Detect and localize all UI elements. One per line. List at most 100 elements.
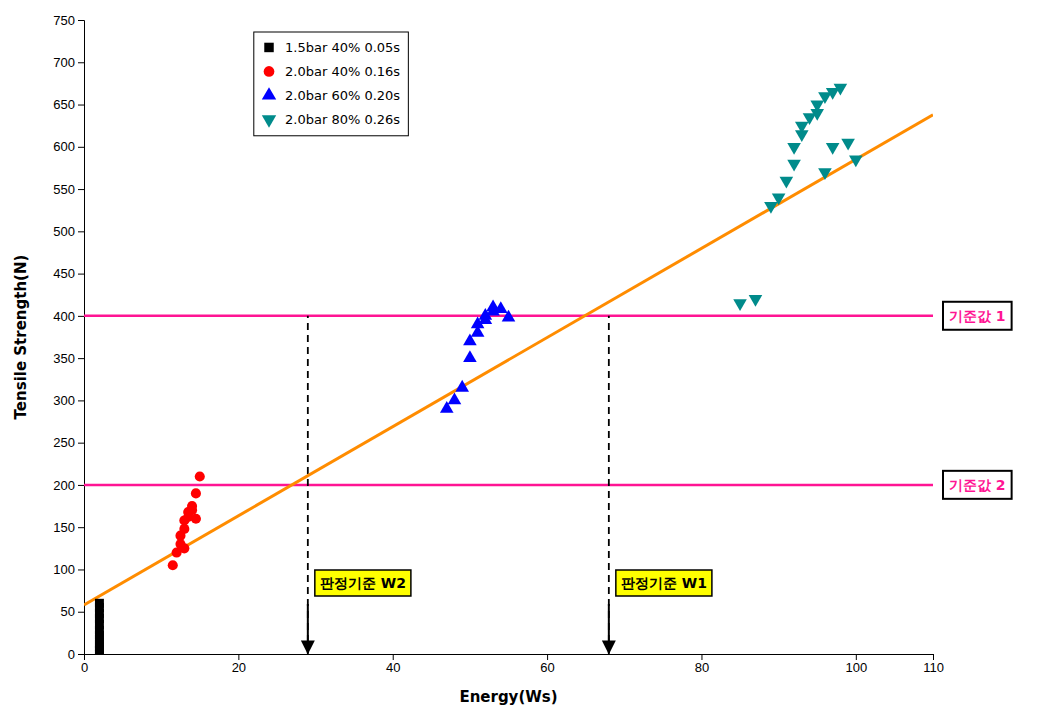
- annotations: 기준값 1기준값 2판정기준 W2판정기준 W1: [315, 302, 1012, 596]
- x-tick-mark: [701, 654, 702, 660]
- y-tick-mark: [78, 485, 84, 486]
- point: [826, 143, 840, 155]
- label-box: [616, 570, 712, 596]
- y-tick-mark: [78, 400, 84, 401]
- y-tick-mark: [78, 62, 84, 63]
- point: [179, 543, 189, 553]
- y-tick: 400: [53, 309, 84, 324]
- point: [810, 101, 824, 113]
- annotation-text: 판정기준 W2: [320, 575, 406, 591]
- legend-item: 2.0bar 80% 0.26s: [262, 112, 401, 128]
- y-tick-mark: [78, 20, 84, 21]
- label-box: [943, 302, 1012, 330]
- y-tick-label: 750: [53, 13, 75, 28]
- x-tick-label: 110: [923, 660, 944, 675]
- point: [733, 299, 747, 311]
- y-tick: 50: [61, 604, 84, 619]
- x-tick-label: 40: [386, 660, 400, 675]
- x-tick-mark: [547, 654, 548, 660]
- x-tick: 40: [386, 654, 400, 675]
- x-tick: 60: [540, 654, 554, 675]
- x-tick: 110: [923, 654, 944, 675]
- y-tick-label: 300: [53, 393, 75, 408]
- chart: 0204060801001100501001502002503003504004…: [0, 0, 1053, 716]
- y-tick: 150: [53, 520, 84, 535]
- y-tick-label: 50: [61, 604, 75, 619]
- y-tick: 750: [53, 13, 84, 28]
- y-tick-label: 450: [53, 266, 75, 281]
- annotation-label: 판정기준 W1: [616, 570, 712, 596]
- arrow: [608, 604, 610, 653]
- point: [818, 168, 832, 180]
- x-tick-mark: [238, 654, 239, 660]
- y-tick-label: 250: [53, 435, 75, 450]
- legend-symbol: [264, 66, 275, 77]
- point: [764, 202, 778, 214]
- reference-line: [84, 484, 933, 487]
- legend-symbol: [262, 87, 276, 99]
- x-axis: 020406080100110: [81, 654, 944, 675]
- y-tick-label: 100: [53, 562, 75, 577]
- points: [95, 84, 863, 654]
- y-tick-mark: [78, 105, 84, 106]
- reference-line: [608, 316, 610, 654]
- plot-area: [84, 84, 933, 654]
- point: [448, 393, 462, 405]
- series: [95, 599, 104, 654]
- y-tick: 500: [53, 224, 84, 239]
- y-tick-label: 150: [53, 520, 75, 535]
- point: [191, 514, 201, 524]
- point: [502, 310, 516, 322]
- point: [187, 501, 197, 511]
- y-tick-mark: [78, 231, 84, 232]
- label-box: [943, 471, 1012, 499]
- legend-item: 2.0bar 60% 0.20s: [262, 87, 401, 103]
- y-tick-mark: [78, 358, 84, 359]
- lines: [84, 115, 933, 605]
- annotation-label: 판정기준 W2: [315, 570, 411, 596]
- x-tick-label: 60: [540, 660, 554, 675]
- x-tick: 0: [81, 654, 88, 675]
- x-tick: 80: [695, 654, 709, 675]
- reference-label-text: 기준값 1: [949, 308, 1006, 324]
- x-tick-label: 0: [81, 660, 88, 675]
- x-tick-mark: [393, 654, 394, 660]
- y-axis-line: [78, 21, 85, 655]
- y-tick: 350: [53, 351, 84, 366]
- y-tick-label: 650: [53, 97, 75, 112]
- point: [849, 156, 863, 168]
- point: [195, 471, 205, 481]
- point: [795, 122, 809, 134]
- trend-line: [84, 115, 933, 605]
- y-axis: 0501001502002503003504004505005506006507…: [53, 13, 84, 662]
- point: [772, 194, 786, 206]
- legend-box: [254, 32, 409, 136]
- point: [168, 560, 178, 570]
- legend-symbol: [262, 115, 276, 127]
- point: [780, 177, 794, 189]
- reference-line: [307, 316, 309, 654]
- x-tick-label: 20: [232, 660, 246, 675]
- y-tick-mark: [78, 316, 84, 317]
- legend-label: 2.0bar 80% 0.26s: [285, 112, 400, 127]
- y-tick-mark: [78, 189, 84, 190]
- x-tick-mark: [856, 654, 857, 660]
- y-tick-label: 600: [53, 139, 75, 154]
- point: [455, 380, 469, 392]
- point: [841, 139, 855, 151]
- y-tick: 650: [53, 97, 84, 112]
- y-tick-mark: [78, 569, 84, 570]
- point: [749, 295, 763, 307]
- x-tick-mark: [933, 654, 934, 660]
- y-tick-label: 0: [68, 647, 75, 662]
- point: [95, 599, 104, 608]
- series: [440, 300, 515, 413]
- y-tick-label: 500: [53, 224, 75, 239]
- series: [168, 471, 205, 570]
- legend: 1.5bar 40% 0.05s2.0bar 40% 0.16s2.0bar 6…: [254, 32, 409, 136]
- plot: 0204060801001100501001502002503003504004…: [12, 13, 1012, 706]
- y-tick-mark: [78, 274, 84, 275]
- y-tick-label: 700: [53, 55, 75, 70]
- y-tick: 550: [53, 182, 84, 197]
- x-tick: 20: [232, 654, 246, 675]
